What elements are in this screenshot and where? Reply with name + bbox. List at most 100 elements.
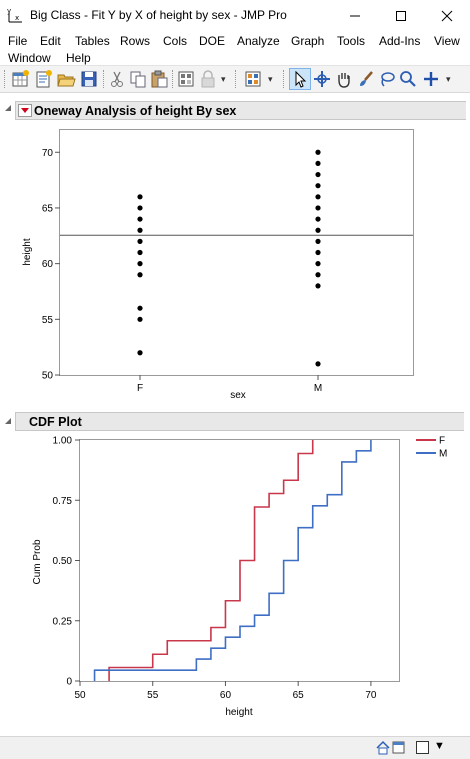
data-point[interactable] [137,350,143,356]
menu-doe[interactable]: DOE [199,34,226,48]
chevron-down-icon[interactable]: ▼ [434,740,445,752]
data-point[interactable] [315,183,321,189]
hand-icon[interactable] [334,69,354,89]
new-script-icon[interactable] [33,69,53,89]
y-tick-label: 0.25 [53,616,73,627]
lasso-icon[interactable] [377,69,397,89]
data-point[interactable] [315,160,321,167]
data-point[interactable] [315,283,321,289]
menu-rows[interactable]: Rows [120,34,151,48]
toolbar-separator [235,70,236,88]
menu-analyze[interactable]: Analyze [237,34,280,48]
toolbar-separator [283,70,284,88]
y-tick-label: 65 [42,203,54,214]
x-tick-label: 65 [293,690,305,701]
data-point[interactable] [315,249,321,256]
save-icon[interactable] [79,69,99,89]
disclosure-triangle-icon[interactable] [3,103,13,113]
minimize-button[interactable] [332,0,378,31]
data-point[interactable] [315,171,321,178]
report-area: Oneway Analysis of height By sex 50 55 60 6… [0,94,470,736]
data-point[interactable] [137,216,143,222]
x-tick-label: M [314,383,322,394]
menu-window[interactable]: Window [8,51,51,65]
close-button[interactable] [424,0,470,31]
data-point[interactable] [137,238,143,244]
chevron-down-icon[interactable]: ▾ [446,74,451,84]
data-point[interactable] [315,205,321,211]
lock-icon[interactable] [198,69,218,89]
cdf-title: CDF Plot [29,415,82,429]
menu-tables[interactable]: Tables [75,34,110,48]
menu-view[interactable]: View [434,34,460,48]
y-tick-label: 0.50 [53,556,73,567]
arrow-tool-icon[interactable] [290,69,310,89]
brush-icon[interactable] [356,69,376,89]
menu-file[interactable]: File [8,34,28,48]
data-point[interactable] [137,194,143,200]
data-point[interactable] [315,361,321,367]
window-list-icon[interactable] [392,740,406,756]
window-checkbox-icon[interactable] [416,741,430,755]
y-tick-label: 1.00 [53,436,73,447]
data-point[interactable] [315,272,321,278]
cdf-plot: 0 0.25 0.50 0.75 1.00 50 55 60 65 70 FM height C… [32,436,447,719]
y-tick-label: 70 [42,148,54,159]
menu-graph[interactable]: Graph [291,34,325,48]
data-point[interactable] [315,149,321,155]
table-icon[interactable] [176,69,196,89]
toolbar-separator [103,70,104,88]
oneway-y-label: height [22,238,33,265]
oneway-y-axis: 50 55 60 65 70 [42,148,60,382]
data-point[interactable] [137,305,143,311]
x-tick-label: 70 [365,690,377,701]
data-point[interactable] [315,238,321,244]
x-tick-label: F [137,383,143,394]
magnifier-icon[interactable] [398,69,418,89]
cut-icon[interactable] [107,69,127,89]
chevron-down-icon[interactable]: ▾ [221,74,226,84]
red-triangle-menu-icon[interactable] [18,104,32,117]
data-point[interactable] [315,216,321,222]
graph-builder-icon[interactable] [243,69,263,89]
data-point[interactable] [137,316,143,322]
cdf-series-M[interactable] [93,440,372,681]
disclosure-triangle-icon[interactable] [3,416,13,426]
maximize-icon [396,10,406,21]
cdf-y-label: Cum Prob [32,539,43,584]
maximize-button[interactable] [378,0,424,31]
toolbar-grip[interactable] [4,70,5,88]
data-point[interactable] [315,194,321,200]
oneway-frame [59,129,414,376]
legend-label-F: F [439,436,445,447]
data-point[interactable] [315,227,321,233]
window-title: Big Class - Fit Y by X of height by sex … [30,8,287,22]
open-icon[interactable] [56,69,76,89]
data-point[interactable] [137,272,143,278]
menu-tools[interactable]: Tools [337,34,366,48]
data-point[interactable] [137,249,143,256]
menu-help[interactable]: Help [66,51,91,65]
plus-icon[interactable] [421,69,441,89]
crosshair-icon[interactable] [312,69,332,89]
cdf-outline-header: CDF Plot [15,412,464,431]
cdf-x-axis: 50 55 60 65 70 [74,681,377,701]
new-table-icon[interactable] [10,69,30,89]
copy-icon[interactable] [128,69,148,89]
svg-text:y: y [7,7,11,15]
cdf-series-F[interactable] [108,440,314,681]
data-point[interactable] [137,205,143,211]
menu-add-ins[interactable]: Add-Ins [379,34,421,48]
oneway-title: Oneway Analysis of height By sex [34,104,237,118]
paste-icon[interactable] [149,69,169,89]
home-icon[interactable] [375,740,391,756]
menu-cols[interactable]: Cols [163,34,188,48]
data-point[interactable] [137,261,143,267]
jmp-app-icon: y x [7,7,22,23]
cdf-legend: FM [416,436,447,460]
menu-edit[interactable]: Edit [40,34,61,48]
y-tick-label: 55 [42,315,54,326]
data-point[interactable] [315,261,321,267]
data-point[interactable] [137,227,143,233]
chevron-down-icon[interactable]: ▾ [268,74,273,84]
